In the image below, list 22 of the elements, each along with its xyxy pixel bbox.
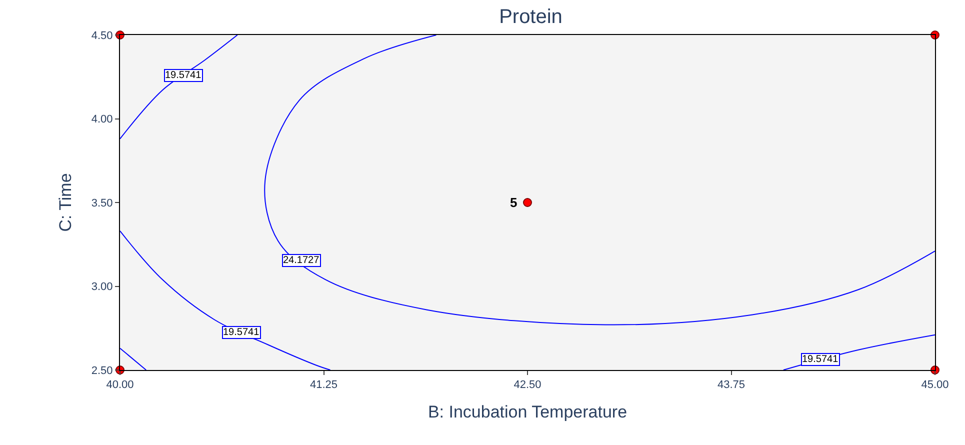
annotation: 5 bbox=[510, 195, 518, 210]
y-tick-label: 2.50 bbox=[91, 364, 113, 377]
y-axis-title: C: Time bbox=[56, 173, 75, 232]
x-tick-label: 40.00 bbox=[106, 379, 134, 392]
series-label: 19.5741 bbox=[165, 70, 202, 81]
x-tick-label: 41.25 bbox=[310, 379, 338, 392]
line-series bbox=[264, 35, 935, 326]
series-label: 24.1727 bbox=[283, 255, 320, 266]
x-tick-label: 43.75 bbox=[717, 379, 746, 392]
x-axis-title: B: Incubation Temperature bbox=[428, 402, 628, 422]
y-tick-label: 3.50 bbox=[91, 197, 113, 210]
x-tick-label: 42.50 bbox=[514, 379, 542, 392]
point bbox=[523, 198, 532, 207]
chart-title: Protein bbox=[499, 6, 562, 28]
x-tick-label: 45.00 bbox=[921, 379, 949, 392]
series-label: 19.5741 bbox=[802, 354, 839, 365]
line-series bbox=[120, 35, 238, 140]
series-label: 19.5741 bbox=[223, 327, 260, 338]
y-tick-label: 3.00 bbox=[91, 281, 113, 294]
line-series bbox=[120, 230, 331, 370]
y-tick-label: 4.50 bbox=[91, 30, 113, 42]
y-tick-label: 4.00 bbox=[91, 114, 113, 126]
